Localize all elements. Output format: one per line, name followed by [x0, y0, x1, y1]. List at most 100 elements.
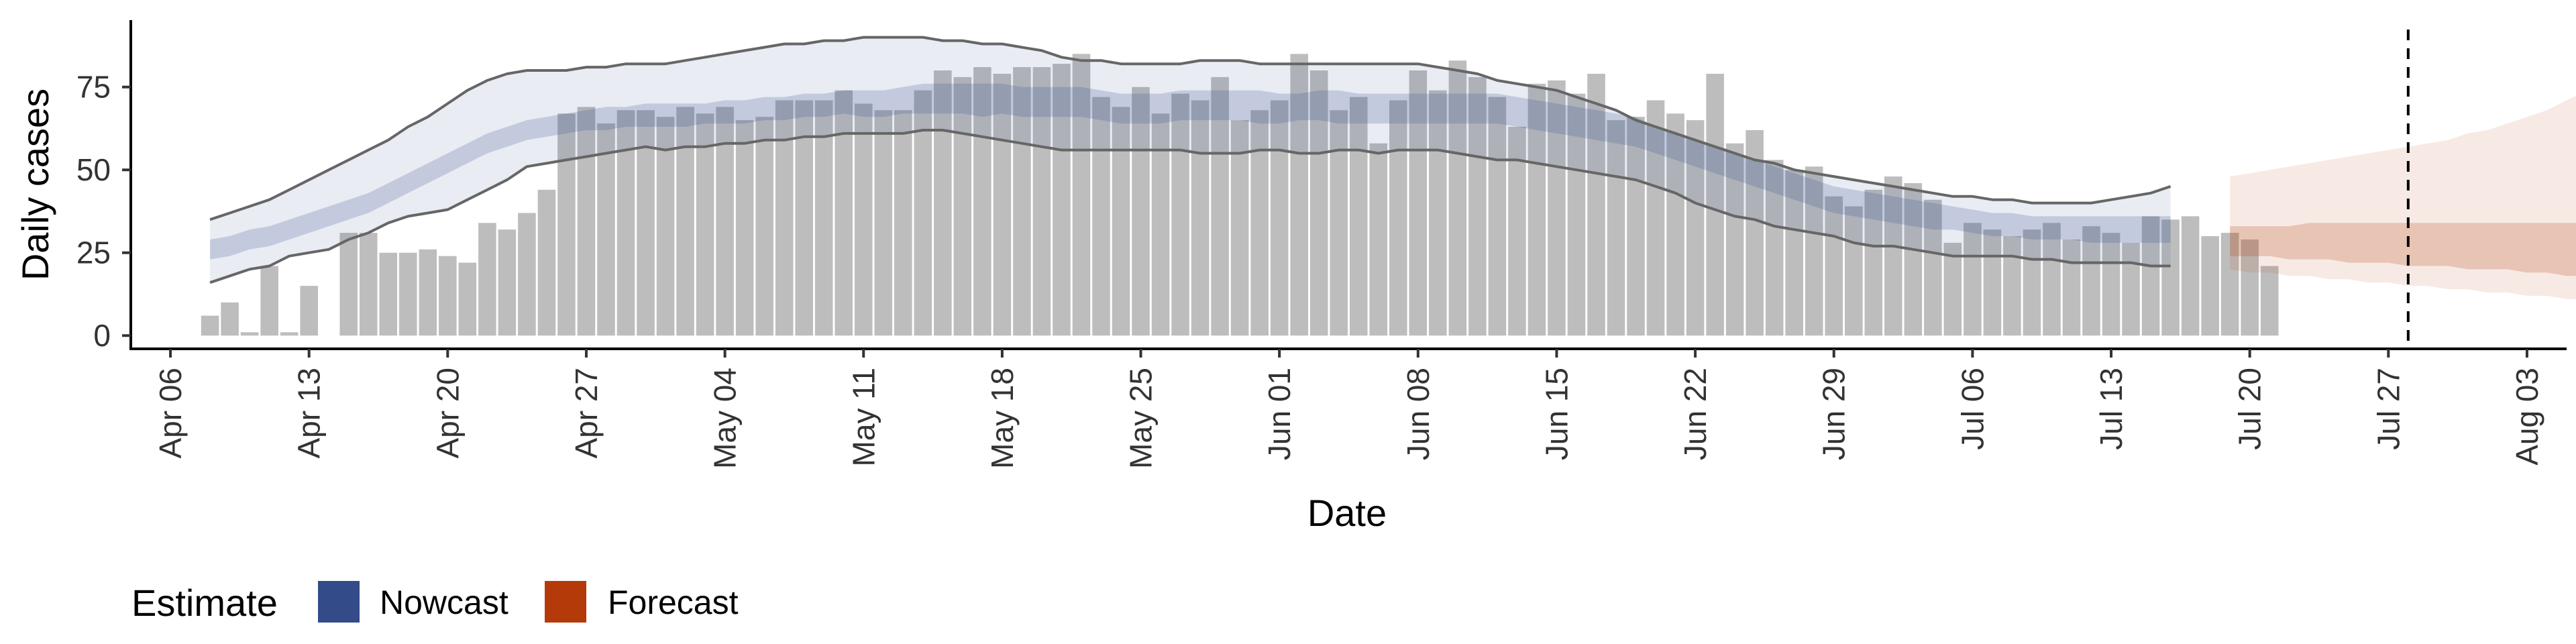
bar — [1527, 83, 1546, 336]
bar — [359, 233, 378, 336]
bar — [1884, 176, 1902, 336]
bar — [1053, 64, 1071, 336]
x-tick-label: Jul 20 — [2233, 368, 2267, 450]
bar — [1627, 117, 1645, 336]
bounds-lines-group — [209, 36, 2171, 284]
bar — [1943, 242, 1962, 336]
bar — [1270, 100, 1289, 336]
x-tick-label: Apr 27 — [569, 368, 604, 459]
bar — [498, 229, 517, 336]
bar — [1448, 60, 1467, 336]
x-tick-label: May 04 — [708, 368, 743, 469]
x-tick-label: Apr 13 — [292, 368, 327, 459]
bar — [696, 113, 714, 336]
bar — [1646, 100, 1665, 336]
bar — [1072, 54, 1091, 336]
y-tick-label: 50 — [76, 152, 111, 187]
bar — [854, 103, 873, 336]
bar — [1250, 110, 1269, 336]
bar — [2023, 229, 2041, 336]
x-tick-label: Jun 01 — [1262, 368, 1297, 460]
bar — [973, 67, 991, 336]
bar — [795, 100, 813, 336]
y-ticks-group: 0 25 50 75 — [76, 70, 131, 353]
legend-swatch-nowcast — [318, 581, 360, 623]
x-tick-label: May 18 — [985, 368, 1020, 469]
bar — [874, 110, 893, 336]
x-tick-label: Jun 08 — [1401, 368, 1436, 460]
bar — [557, 113, 576, 336]
bar — [1825, 196, 1843, 336]
bar — [1488, 97, 1507, 336]
bar — [1666, 113, 1684, 336]
bar — [1349, 97, 1368, 336]
bar — [894, 110, 912, 336]
x-tick-label: May 11 — [846, 368, 881, 466]
nowcast-lower-bound-line — [209, 129, 2171, 284]
bar — [2161, 219, 2180, 336]
bar — [814, 100, 833, 336]
bar — [419, 249, 437, 336]
bar — [1112, 107, 1130, 336]
bar — [300, 286, 318, 336]
bar — [1607, 120, 1625, 336]
bar — [2260, 266, 2279, 336]
x-tick-label: Jun 29 — [1817, 368, 1851, 460]
bar — [2062, 239, 2081, 336]
bar — [2220, 233, 2239, 336]
bar — [260, 266, 278, 336]
bar — [2241, 239, 2259, 336]
bar — [1567, 93, 1586, 336]
legend-label-forecast: Forecast — [608, 584, 739, 621]
bar — [1785, 170, 1803, 336]
bar — [1309, 70, 1328, 336]
bar — [1686, 120, 1705, 336]
legend: Estimate Nowcast Forecast — [131, 581, 739, 624]
bar — [1191, 100, 1210, 336]
x-tick-label: Jun 15 — [1540, 368, 1574, 460]
bar — [399, 252, 417, 336]
x-tick-label: May 25 — [1124, 368, 1159, 469]
x-tick-label: Jul 06 — [1955, 368, 1990, 450]
bar — [1369, 143, 1388, 336]
bar — [1805, 166, 1823, 336]
bar — [2181, 216, 2200, 336]
bar — [1132, 87, 1150, 336]
bar — [934, 70, 952, 336]
bar — [735, 120, 754, 336]
bar — [379, 252, 398, 336]
bands-group — [210, 37, 2576, 299]
bar — [339, 233, 358, 336]
x-tick-label: Apr 20 — [430, 368, 465, 459]
bar — [1983, 229, 2002, 336]
bar — [1330, 110, 1348, 336]
bar — [1032, 67, 1051, 336]
bar — [1844, 206, 1863, 336]
bar — [1230, 120, 1249, 336]
bar — [1587, 73, 1605, 336]
bar — [1468, 76, 1487, 336]
bar — [835, 90, 853, 336]
bar — [1746, 129, 1764, 336]
y-axis-title: Daily cases — [14, 89, 56, 280]
bar — [1429, 90, 1447, 336]
bar — [1548, 80, 1566, 336]
bar — [1864, 189, 1883, 336]
bar — [1706, 73, 1724, 336]
bar — [2043, 223, 2061, 336]
legend-label-nowcast: Nowcast — [380, 584, 508, 621]
bar — [478, 223, 496, 336]
bar — [1290, 54, 1308, 336]
bar — [755, 117, 773, 336]
x-tick-label: Aug 03 — [2510, 368, 2544, 466]
bar — [1904, 183, 1923, 336]
legend-swatch-forecast — [545, 581, 586, 623]
x-tick-label: Jul 13 — [2094, 368, 2129, 450]
x-ticks-group: Apr 06 Apr 13 Apr 20 Apr 27 May 04 May 11 May … — [153, 349, 2544, 469]
bar — [1389, 100, 1407, 336]
bar — [577, 107, 596, 336]
bar — [1013, 67, 1031, 336]
bar — [1409, 70, 1428, 336]
bar — [201, 315, 219, 336]
bar — [2201, 236, 2219, 336]
